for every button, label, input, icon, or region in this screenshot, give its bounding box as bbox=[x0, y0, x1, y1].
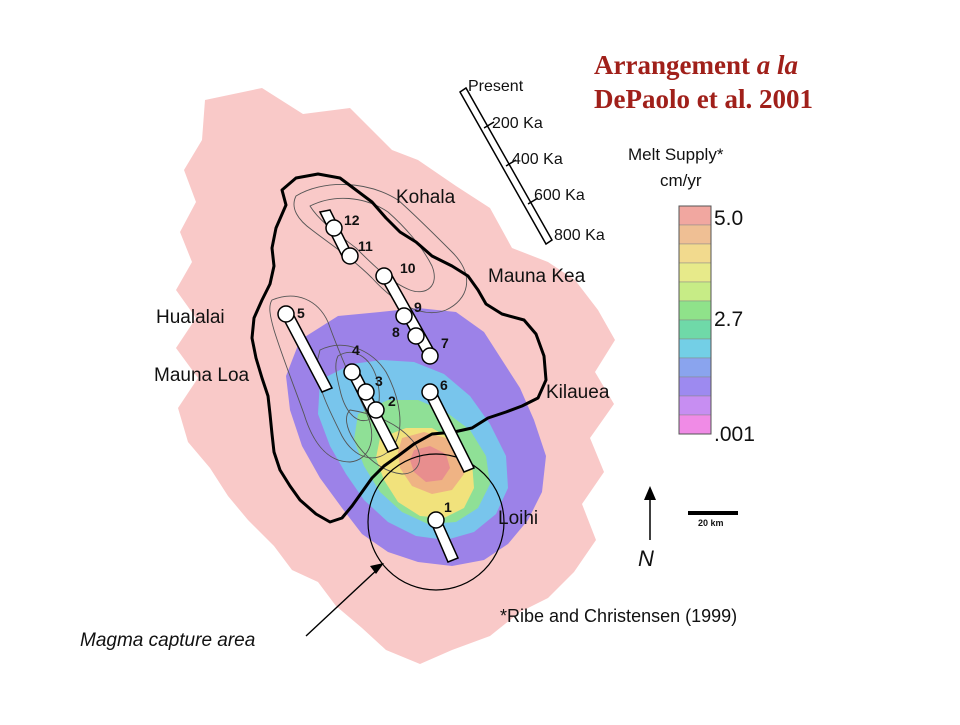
site-label-2: 2 bbox=[388, 393, 396, 409]
slide-title: Arrangement a la DePaolo et al. 2001 bbox=[594, 48, 813, 116]
age-label-400: 400 Ka bbox=[512, 151, 563, 168]
label-loihi: Loihi bbox=[498, 508, 538, 529]
legend-swatch bbox=[678, 338, 712, 359]
legend-swatch bbox=[678, 281, 712, 302]
distance-scale-label: 20 km bbox=[698, 518, 724, 528]
label-mauna-loa: Mauna Loa bbox=[154, 365, 250, 386]
distance-scale-bar bbox=[688, 511, 738, 515]
site-9 bbox=[395, 307, 413, 325]
site-3 bbox=[357, 383, 375, 401]
site-7 bbox=[421, 347, 439, 365]
site-label-11: 11 bbox=[358, 238, 373, 254]
label-hualalai: Hualalai bbox=[156, 307, 225, 328]
label-kilauea: Kilauea bbox=[546, 382, 610, 403]
site-label-7: 7 bbox=[441, 335, 449, 351]
legend-swatch bbox=[678, 300, 712, 321]
site-6 bbox=[421, 383, 439, 401]
site-label-12: 12 bbox=[344, 212, 360, 228]
island-coastline bbox=[250, 172, 548, 524]
legend-swatch bbox=[678, 395, 712, 416]
magma-capture-arrow bbox=[305, 566, 381, 637]
magma-capture-circle bbox=[367, 453, 505, 591]
legend-swatch bbox=[678, 224, 712, 245]
legend-swatch bbox=[678, 376, 712, 397]
legend-swatch bbox=[678, 319, 712, 340]
reference-citation: *Ribe and Christensen (1999) bbox=[500, 606, 737, 626]
legend-swatch bbox=[678, 357, 712, 378]
age-label-800: 800 Ka bbox=[554, 227, 605, 244]
site-label-4: 4 bbox=[352, 342, 360, 358]
legend-tick-max: 5.0 bbox=[714, 207, 743, 230]
age-label-present: Present bbox=[468, 78, 524, 95]
title-line2-text: DePaolo et al. 2001 bbox=[594, 84, 813, 114]
legend-swatch bbox=[678, 205, 712, 226]
magma-capture-caption: Magma capture area bbox=[80, 630, 256, 651]
age-tick-400 bbox=[505, 159, 517, 167]
label-kohala: Kohala bbox=[396, 187, 456, 208]
age-label-600: 600 Ka bbox=[534, 187, 585, 204]
legend-title-line1: Melt Supply* bbox=[628, 145, 724, 164]
legend-swatch bbox=[678, 414, 712, 435]
sample-site-labels: 1 2 3 4 5 6 7 8 9 10 11 12 bbox=[297, 212, 452, 515]
north-arrow: N bbox=[638, 486, 656, 571]
site-label-3: 3 bbox=[375, 373, 383, 389]
legend-title-line2: cm/yr bbox=[660, 171, 702, 190]
age-label-200: 200 Ka bbox=[492, 115, 543, 132]
north-arrow-head-icon bbox=[644, 486, 656, 500]
site-2 bbox=[367, 401, 385, 419]
legend-tick-mid: 2.7 bbox=[714, 308, 743, 331]
site-12 bbox=[325, 219, 343, 237]
title-line1-italic: a la bbox=[756, 50, 798, 80]
legend-color-bar bbox=[678, 205, 712, 435]
age-tick-200 bbox=[483, 121, 495, 129]
legend-border bbox=[678, 205, 712, 435]
magma-capture-arrowhead bbox=[370, 563, 384, 574]
site-label-5: 5 bbox=[297, 305, 305, 321]
site-label-6: 6 bbox=[440, 377, 448, 393]
legend-swatch bbox=[678, 262, 712, 283]
distance-scale: 20 km bbox=[688, 511, 738, 528]
site-11 bbox=[341, 247, 359, 265]
site-label-1: 1 bbox=[444, 499, 452, 515]
site-10 bbox=[375, 267, 393, 285]
label-mauna-kea: Mauna Kea bbox=[488, 266, 586, 287]
site-label-9: 9 bbox=[414, 299, 422, 315]
volcano-labels: Kohala Mauna Kea Hualalai Mauna Loa Kila… bbox=[154, 187, 610, 529]
site-8 bbox=[407, 327, 425, 345]
sample-sites bbox=[277, 219, 445, 529]
site-label-10: 10 bbox=[400, 260, 416, 276]
site-4 bbox=[343, 363, 361, 381]
site-label-8: 8 bbox=[392, 324, 400, 340]
title-line1-text: Arrangement bbox=[594, 50, 757, 80]
legend-swatch bbox=[678, 243, 712, 264]
age-tick-600 bbox=[527, 197, 539, 205]
melt-supply-legend: Melt Supply* cm/yr 5.0 2.7 .001 bbox=[628, 145, 755, 446]
site-5 bbox=[277, 305, 295, 323]
age-scale: Present 200 Ka 400 Ka 600 Ka 800 Ka bbox=[459, 78, 605, 246]
north-label: N bbox=[638, 546, 654, 571]
site-1 bbox=[427, 511, 445, 529]
legend-tick-min: .001 bbox=[714, 423, 755, 446]
